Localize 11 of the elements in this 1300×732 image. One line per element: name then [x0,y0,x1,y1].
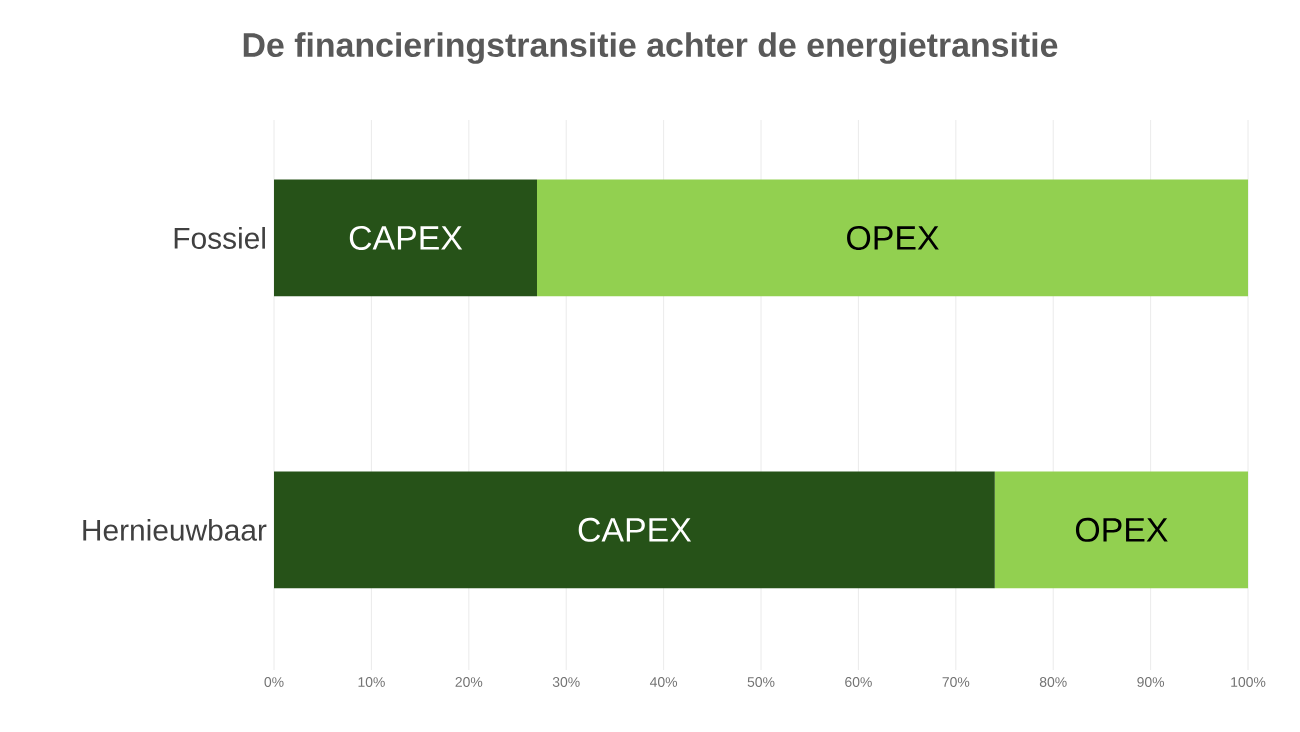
y-tick-label: Hernieuwbaar [83,518,267,541]
bar [274,471,995,589]
chart-title: De financieringstransitie achter de energietransitie [243,32,1058,64]
series-label: OPEX [1075,517,1168,542]
text: CAPEX [349,225,463,250]
bar [274,179,537,297]
series-label: CAPEX [578,517,692,542]
y-tick-label: Fossiel [174,226,265,249]
bar [536,179,1249,297]
text: OPEX [847,225,939,250]
bar [994,471,1249,589]
